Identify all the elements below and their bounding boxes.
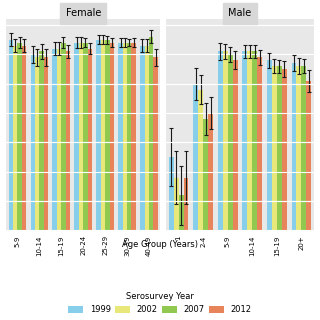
Bar	[127, 43, 132, 318]
Bar	[83, 43, 88, 318]
Bar	[44, 57, 48, 318]
Bar	[118, 43, 123, 318]
Bar	[75, 43, 79, 318]
Bar	[277, 66, 282, 318]
Bar	[282, 69, 287, 318]
Bar	[101, 40, 105, 318]
Bar	[22, 45, 26, 318]
Bar	[105, 40, 109, 318]
Legend: 1999, 2002, 2007, 2012: 1999, 2002, 2007, 2012	[67, 290, 253, 316]
Bar	[61, 43, 66, 318]
Bar	[17, 43, 22, 318]
Bar	[296, 66, 301, 318]
Bar	[13, 45, 17, 318]
Bar	[88, 49, 92, 318]
Bar	[96, 40, 101, 318]
Title: Male: Male	[228, 8, 252, 19]
Bar	[198, 90, 203, 318]
Bar	[66, 52, 70, 318]
Bar	[252, 52, 257, 318]
Bar	[267, 60, 272, 318]
Bar	[149, 37, 153, 318]
Bar	[123, 43, 127, 318]
Bar	[9, 40, 13, 318]
Bar	[35, 57, 39, 318]
Bar	[301, 66, 306, 318]
Bar	[109, 43, 114, 318]
Bar	[228, 54, 233, 318]
Bar	[193, 84, 198, 318]
Bar	[243, 52, 247, 318]
Bar	[79, 43, 83, 318]
Title: Female: Female	[66, 8, 101, 19]
Bar	[306, 81, 311, 318]
Bar	[257, 57, 262, 318]
Bar	[272, 66, 277, 318]
Bar	[184, 178, 188, 318]
Bar	[174, 178, 179, 318]
Bar	[39, 52, 44, 318]
Bar	[153, 57, 158, 318]
Bar	[247, 52, 252, 318]
Bar	[132, 43, 136, 318]
Bar	[52, 49, 57, 318]
Text: Age Group (Years): Age Group (Years)	[122, 240, 198, 249]
Bar	[208, 113, 213, 318]
Bar	[179, 195, 184, 318]
Bar	[223, 52, 228, 318]
Bar	[233, 60, 237, 318]
Bar	[169, 157, 174, 318]
Bar	[145, 45, 149, 318]
Bar	[140, 45, 145, 318]
Bar	[292, 63, 296, 318]
Bar	[30, 54, 35, 318]
Bar	[218, 52, 223, 318]
Bar	[203, 119, 208, 318]
Bar	[57, 49, 61, 318]
